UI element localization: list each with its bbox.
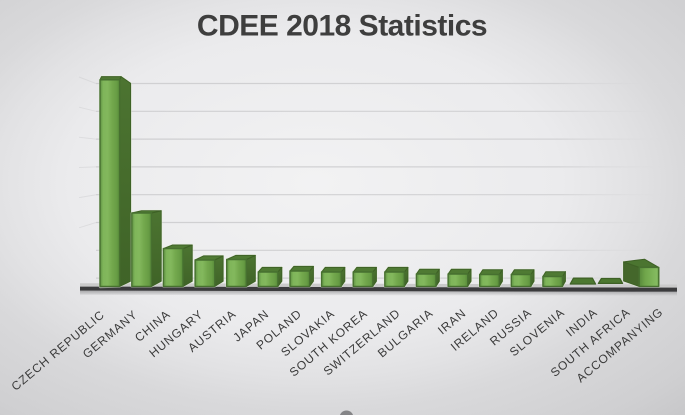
svg-text:CDEE 2018 Statistics: CDEE 2018 Statistics bbox=[197, 10, 487, 43]
